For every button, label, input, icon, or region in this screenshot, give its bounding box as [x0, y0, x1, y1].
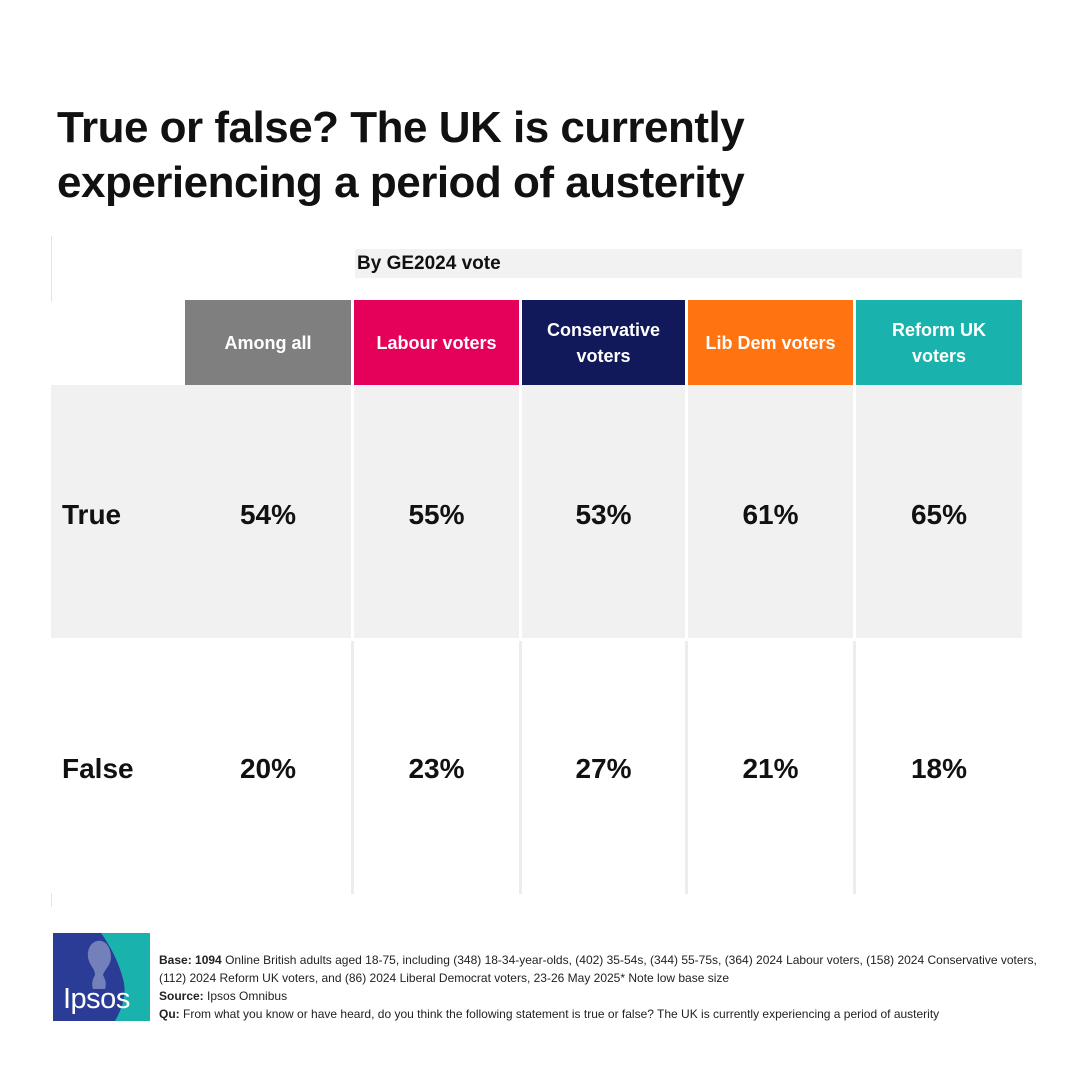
footnote-base-value: 1094: [195, 953, 222, 967]
column-header-libdem: Lib Dem voters: [688, 300, 853, 385]
cell-true-labour: 55%: [408, 499, 465, 530]
cell-true-among-all: 54%: [239, 499, 297, 530]
footnote-source: Source: Ipsos Omnibus: [159, 987, 1059, 1005]
footnote-source-text: Ipsos Omnibus: [207, 989, 288, 1003]
column-header-label: Labour voters: [376, 332, 497, 353]
cell-false-libdem: 21%: [742, 753, 799, 784]
left-rule-bottom: [51, 893, 52, 907]
cell-false-labour: 23%: [408, 753, 465, 784]
subheader: By GE2024 vote: [355, 249, 1022, 278]
column-header-label: Reform UK voters: [891, 319, 986, 366]
row-true-background: [51, 385, 1022, 639]
column-divider: [853, 385, 856, 639]
left-rule-top: [51, 236, 52, 302]
column-header-labour: Labour voters: [354, 300, 519, 385]
column-header-reform: Reform UK voters: [856, 300, 1022, 385]
column-header-label: Among all: [224, 332, 312, 353]
column-divider: [519, 385, 522, 639]
cell-true-reform: 65%: [910, 499, 968, 530]
cell-false-conservative: 27%: [575, 753, 632, 784]
cell-false-among-all: 20%: [239, 753, 297, 784]
ipsos-logo-text: Ipsos: [63, 983, 130, 1015]
column-divider: [351, 385, 354, 639]
ipsos-logo-graphic: [53, 933, 150, 1021]
footnote-base-label: Base:: [159, 953, 192, 967]
cell-true-libdem: 61%: [742, 499, 799, 530]
ipsos-logo: Ipsos: [53, 933, 150, 1021]
footnote-question-text: From what you know or have heard, do you…: [183, 1007, 940, 1021]
row-label-false: False: [62, 753, 134, 784]
cell-true-conservative: 53%: [575, 499, 632, 530]
column-header-conservative: Conservative voters: [522, 300, 685, 385]
column-divider: [685, 385, 688, 639]
footnote-base: Base: 1094 Online British adults aged 18…: [159, 951, 1059, 987]
column-header-label: Lib Dem voters: [705, 332, 836, 353]
row-divider: [51, 638, 1022, 641]
footnote-source-label: Source:: [159, 989, 204, 1003]
footnote-question: Qu: From what you know or have heard, do…: [159, 1005, 1059, 1023]
column-header-among-all: Among all: [185, 300, 351, 385]
footnote: Base: 1094 Online British adults aged 18…: [159, 951, 1059, 1023]
column-header-label: Conservative voters: [546, 319, 661, 366]
footnote-base-text: Online British adults aged 18-75, includ…: [159, 953, 1037, 985]
cell-false-reform: 18%: [910, 753, 968, 784]
row-label-true: True: [62, 499, 122, 530]
column-divider: [351, 641, 354, 894]
column-divider: [853, 641, 856, 894]
footnote-question-label: Qu:: [159, 1007, 180, 1021]
chart-title: True or false? The UK is currently exper…: [57, 103, 745, 207]
column-divider: [519, 641, 522, 894]
column-divider: [685, 641, 688, 894]
